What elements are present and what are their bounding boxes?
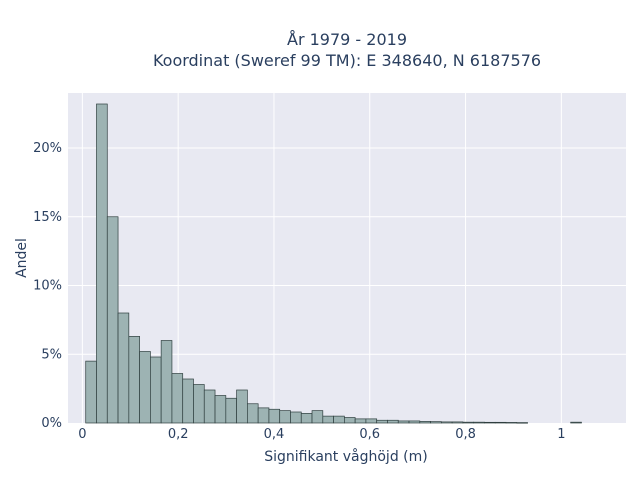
histogram-bar [322,415,334,424]
histogram-bar [397,420,410,424]
histogram-bar [171,373,184,424]
chart-title-line-1: År 1979 - 2019 [287,30,407,49]
histogram-bar [408,420,421,424]
x-tick-label: 0,8 [455,427,476,442]
y-tick-label: 5% [41,347,62,362]
histogram-bar [268,408,281,424]
histogram-bar [387,419,399,424]
y-axis-title: Andel [14,238,30,278]
histogram-bar [505,422,518,424]
histogram-bar [182,378,194,424]
x-tick-label: 0,6 [359,427,380,442]
histogram-bar [290,411,302,424]
histogram-bar [160,340,173,424]
histogram-bar [419,421,431,424]
histogram-bar [214,395,227,424]
histogram-bar [85,360,97,424]
histogram-bar [451,421,464,424]
x-axis-title: Signifikant våghöjd (m) [264,448,427,465]
histogram-bar [344,417,356,424]
histogram-bar [516,422,528,424]
histogram-bar [354,418,367,424]
histogram-bar [139,351,151,424]
histogram-bar [257,407,270,424]
histogram-bar [473,421,485,424]
histogram-bar [441,421,453,424]
histogram-bar [430,421,442,424]
y-tick-label: 20% [33,141,62,156]
histogram-bar [150,356,162,424]
histogram-bar [333,415,345,424]
histogram-bar [203,389,216,424]
histogram-bar [376,419,388,424]
y-tick-label: 10% [33,279,62,294]
x-tick-label: 0,4 [264,427,285,442]
y-axis-ticks: 0% 5% 10% 15% 20% [33,141,62,431]
histogram-bar [117,312,130,424]
histogram-bar [236,389,248,424]
histogram-bar [128,336,140,424]
histogram-bar [494,421,507,424]
histogram-bar [462,421,475,424]
chart-title-line-2: Koordinat (Sweref 99 TM): E 348640, N 61… [153,51,541,70]
grid-lines [68,93,626,423]
histogram-bar [106,216,119,424]
histogram-bar [193,384,205,424]
bars [85,103,582,424]
histogram-bar [484,421,496,424]
y-tick-label: 0% [41,416,62,431]
histogram-bar [365,418,378,424]
histogram-bar [279,410,291,424]
y-tick-label: 15% [33,210,62,225]
histogram-bar [300,413,313,424]
x-axis-ticks: 0 0,2 0,4 0,6 0,8 1 [78,427,565,442]
x-tick-label: 1 [557,427,565,442]
x-tick-label: 0,2 [168,427,189,442]
x-tick-label: 0 [78,427,86,442]
histogram-bar [570,421,582,424]
histogram-bar [225,397,237,424]
histogram-bar [96,103,108,424]
histogram-bar [311,410,324,424]
histogram-bar [247,403,259,424]
